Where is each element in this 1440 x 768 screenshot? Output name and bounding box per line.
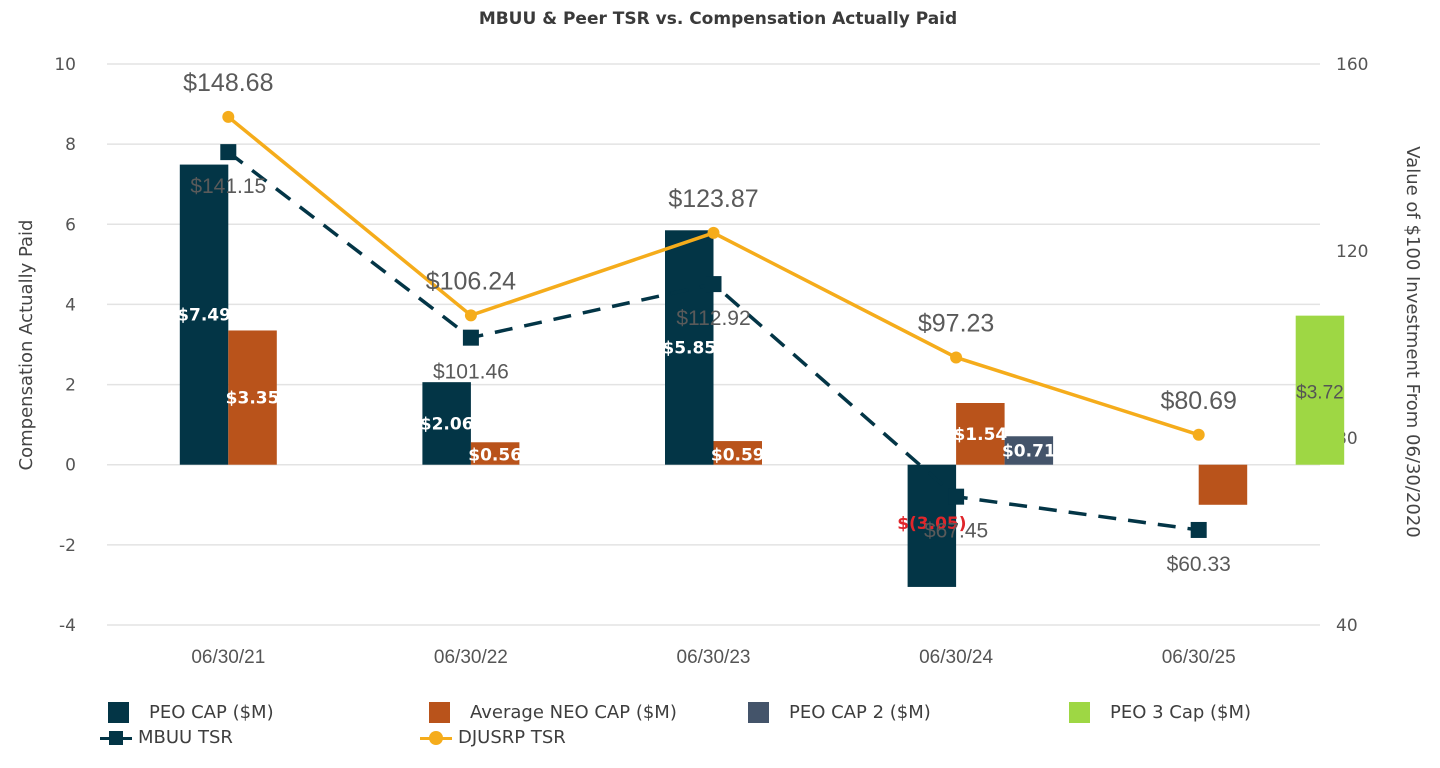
legend-line-marker-circle — [420, 728, 452, 748]
bar-data-label: $(1.00) — [1188, 446, 1257, 466]
legend-label: PEO CAP ($M) — [149, 702, 274, 723]
left-tick-label: 8 — [65, 135, 76, 155]
square-marker — [705, 276, 722, 293]
left-tick-label: 4 — [65, 295, 76, 315]
djusrp-tsr-label: $97.23 — [918, 309, 994, 337]
legend-label: Average NEO CAP ($M) — [470, 702, 677, 723]
left-tick-label: 2 — [65, 376, 76, 396]
left-tick-label: 10 — [54, 55, 76, 75]
legend-item-peo-cap[interactable]: PEO CAP ($M) — [108, 702, 274, 723]
bar-data-label: $(3.05) — [897, 514, 966, 534]
circle-marker — [950, 351, 963, 364]
bar-average-neo-cap-m — [228, 330, 277, 465]
square-marker — [462, 329, 479, 346]
legend-swatch — [1069, 702, 1090, 723]
legend-item-mbuu-tsr[interactable]: MBUU TSR — [100, 727, 233, 748]
legend-label: DJUSRP TSR — [458, 727, 566, 748]
djusrp-tsr-label: $106.24 — [426, 267, 516, 295]
right-tick-label: 160 — [1336, 55, 1368, 75]
djusrp-tsr-label: $80.69 — [1160, 387, 1236, 415]
bar-average-neo-cap-m — [1198, 464, 1248, 505]
bar-data-label: $7.49 — [177, 306, 231, 326]
x-tick-label: 06/30/23 — [677, 647, 751, 668]
bar-data-label: $5.85 — [662, 339, 716, 359]
mbuu-tsr-label: $101.46 — [433, 361, 509, 384]
circle-marker-icon — [429, 730, 443, 745]
left-tick-label: 0 — [65, 456, 76, 476]
bar-average-neo-cap-m — [470, 442, 520, 465]
x-tick-label: 06/30/24 — [919, 647, 993, 668]
legend-label: PEO CAP 2 ($M) — [789, 702, 931, 723]
bar-data-label: $0.71 — [1002, 441, 1056, 461]
circle-marker — [707, 226, 720, 239]
bar-data-label: $2.06 — [420, 414, 474, 434]
mbuu-tsr-label: $67.45 — [924, 520, 988, 543]
x-axis-ticks: 06/30/21 06/30/22 06/30/23 06/30/24 06/30/25 — [191, 647, 1235, 668]
left-tick-label: -2 — [59, 536, 76, 556]
bar-peo-cap-m — [179, 164, 229, 465]
right-tick-label: 120 — [1336, 242, 1368, 262]
legend-label: PEO 3 Cap ($M) — [1110, 702, 1252, 723]
legend-item-peo-cap-2[interactable]: PEO CAP 2 ($M) — [748, 702, 931, 723]
left-axis-ticks: 10 8 6 4 2 0 -2 -4 — [54, 55, 76, 636]
djusrp-tsr-label: $148.68 — [183, 69, 273, 97]
mbuu-tsr-label: $141.15 — [190, 175, 266, 198]
bar-peo-cap-m — [665, 230, 714, 465]
right-tick-label: 40 — [1336, 616, 1358, 636]
bar-peo-cap-m — [907, 464, 957, 587]
legend-item-peo-3-cap[interactable]: PEO 3 Cap ($M) — [1069, 702, 1251, 723]
legend-label: MBUU TSR — [138, 727, 233, 748]
lines — [220, 110, 1207, 538]
bars — [179, 164, 1345, 587]
left-tick-label: -4 — [59, 616, 76, 636]
square-marker — [948, 488, 965, 505]
bar-data-label: $0.59 — [711, 446, 765, 466]
legend-swatch — [108, 702, 129, 723]
point-labels: $141.15 $101.46 $112.92 $67.45 $60.33 $148.68… — [183, 69, 1237, 576]
x-tick-label: 06/30/22 — [434, 647, 508, 668]
legend-item-djusrp-tsr[interactable]: DJUSRP TSR — [420, 727, 566, 748]
x-tick-label: 06/30/21 — [191, 647, 265, 668]
bar-peo-cap-2-m — [1004, 436, 1054, 465]
circle-marker — [1192, 428, 1205, 441]
legend-swatch — [429, 702, 450, 723]
bar-data-label: $3.35 — [226, 389, 280, 409]
circle-marker — [222, 110, 235, 123]
bar-peo-3-cap-m — [1295, 315, 1345, 465]
x-tick-label: 06/30/25 — [1162, 647, 1236, 668]
djusrp-tsr-label: $123.87 — [668, 185, 758, 213]
left-axis-label: Compensation Actually Paid — [16, 220, 37, 471]
mbuu-tsr-label: $112.92 — [676, 307, 750, 330]
bar-labels: $7.49 $2.06 $5.85 $(3.05) $3.35 $0.56 $0.59 $1.… — [177, 306, 1344, 534]
legend-swatch — [748, 702, 769, 723]
bar-average-neo-cap-m — [713, 441, 762, 465]
chart-title: MBUU & Peer TSR vs. Compensation Actuall… — [479, 9, 957, 29]
bar-data-label: $0.56 — [468, 446, 522, 466]
bar-data-label: $1.54 — [953, 425, 1007, 445]
bar-data-label: $3.72 — [1296, 383, 1344, 404]
square-marker-icon — [109, 730, 123, 745]
bar-average-neo-cap-m — [956, 403, 1005, 465]
right-axis-label: Value of $100 Investment From 06/30/2020 — [1402, 146, 1423, 538]
left-tick-label: 6 — [65, 215, 76, 235]
legend-item-average-neo-cap[interactable]: Average NEO CAP ($M) — [429, 702, 677, 723]
circle-marker — [464, 309, 477, 322]
legend-line-marker-square — [100, 728, 132, 748]
mbuu-tsr-label: $60.33 — [1167, 553, 1231, 576]
square-marker — [1190, 521, 1207, 538]
bar-peo-cap-m — [422, 382, 471, 465]
square-marker — [220, 144, 237, 161]
